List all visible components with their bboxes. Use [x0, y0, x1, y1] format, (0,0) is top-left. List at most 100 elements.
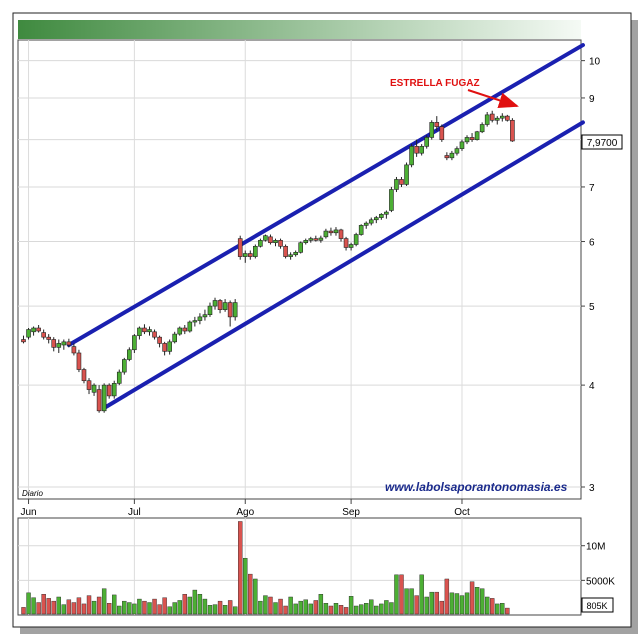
candle — [91, 383, 97, 396]
volume-bar — [96, 596, 102, 615]
volume-bar — [469, 581, 475, 615]
candle — [424, 135, 430, 149]
candle-body — [409, 146, 414, 166]
candle-body — [122, 359, 127, 373]
date-axis: Jun Jul Ago Sep Oct — [18, 498, 581, 518]
candle-body — [358, 225, 364, 235]
candle — [313, 235, 319, 242]
volume-bar — [444, 578, 450, 615]
candle — [379, 213, 384, 220]
candle-body — [56, 343, 62, 348]
candle — [152, 329, 157, 340]
candle-body — [127, 349, 132, 360]
candle-body — [278, 240, 283, 247]
candle-body — [21, 339, 26, 343]
candle-body — [217, 300, 223, 310]
candle — [394, 176, 399, 193]
candle — [56, 339, 62, 353]
candle — [368, 217, 374, 226]
volume-bar — [323, 603, 329, 615]
candle-body — [328, 230, 334, 234]
volume-bar — [409, 588, 414, 615]
candle — [207, 302, 213, 317]
volume-bar — [157, 604, 162, 615]
volume-bar — [127, 602, 132, 615]
last-price-box: 7,9700 — [581, 134, 623, 150]
volume-bar — [298, 600, 303, 615]
price-tick-label: 3 — [589, 483, 595, 494]
candle-body — [212, 300, 218, 307]
candle — [137, 326, 142, 340]
candle — [132, 334, 137, 353]
candle — [444, 152, 450, 161]
volume-bar — [479, 588, 485, 615]
volume-bar — [358, 604, 364, 615]
candle-body — [429, 122, 435, 138]
candle — [308, 236, 314, 243]
candle-body — [172, 333, 177, 343]
candle — [273, 238, 278, 247]
candle — [353, 232, 359, 247]
volume-bar — [137, 598, 142, 615]
volume-bar — [394, 574, 399, 615]
candle-body — [258, 240, 263, 247]
candle-body — [494, 117, 500, 121]
candle — [111, 380, 117, 399]
candle — [232, 299, 238, 321]
candle-body — [66, 341, 72, 346]
volume-bar — [243, 557, 248, 615]
candle — [404, 162, 409, 186]
volume-bar — [177, 600, 182, 615]
date-tick-label: Sep — [342, 507, 360, 518]
volume-bar — [293, 603, 298, 615]
candle-body — [379, 213, 384, 218]
candle — [66, 338, 72, 348]
volume-bar — [389, 602, 394, 615]
volume-bar — [46, 598, 51, 615]
candle-body — [192, 320, 198, 323]
candle — [202, 309, 208, 321]
candle-body — [96, 389, 102, 412]
candle-body — [187, 321, 193, 332]
candle — [127, 347, 132, 362]
date-tick-label: Ago — [236, 507, 254, 518]
candle-body — [132, 335, 137, 351]
volume-bar — [142, 600, 147, 615]
candle — [187, 320, 193, 333]
candle — [343, 236, 349, 251]
volume-bar — [384, 600, 389, 615]
chart-header-bar — [18, 20, 581, 39]
volume-bar — [187, 596, 193, 615]
candle — [399, 176, 404, 187]
candle-body — [197, 316, 203, 321]
candle — [81, 367, 87, 384]
candle — [222, 299, 228, 312]
candle-body — [101, 384, 107, 412]
candle-body — [111, 383, 117, 397]
volume-bar — [369, 599, 374, 615]
volume-bar — [273, 602, 278, 615]
volume-bar — [278, 598, 283, 615]
candle — [439, 124, 445, 142]
candle — [31, 326, 36, 336]
candle — [429, 120, 435, 140]
candle — [263, 234, 268, 242]
candle — [157, 335, 162, 348]
candle-body — [454, 148, 460, 154]
last-volume-box: 805K — [581, 597, 614, 613]
candle-body — [283, 245, 288, 257]
candle — [26, 328, 31, 340]
annotation-text: ESTRELLA FUGAZ — [390, 78, 480, 89]
price-grid — [18, 40, 581, 499]
candle-body — [237, 238, 243, 257]
last-price-label: 7,9700 — [587, 138, 618, 149]
candle-body — [293, 252, 298, 256]
candle — [419, 144, 424, 156]
volume-bar — [414, 595, 419, 615]
volume-bar — [202, 598, 208, 615]
candle-body — [469, 137, 475, 140]
candle-body — [106, 384, 112, 397]
volume-tick-label: 5000K — [586, 576, 615, 587]
volume-bar — [283, 605, 288, 615]
candle — [51, 337, 57, 352]
